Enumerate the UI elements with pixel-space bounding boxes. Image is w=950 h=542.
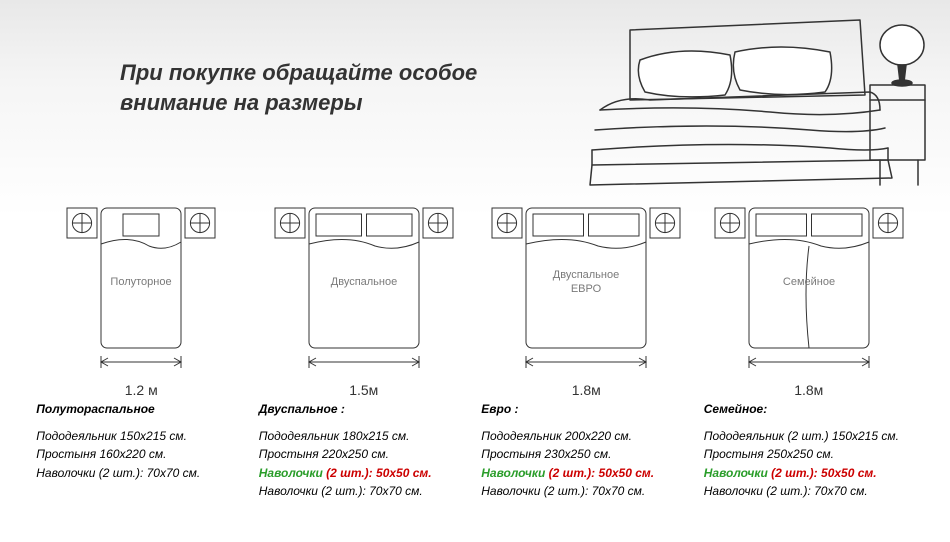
spec-text: (2 шт.): (549, 466, 599, 480)
spec-title: Семейное: (704, 400, 914, 419)
spec-text: Наволочки (259, 466, 326, 480)
bed-width-label: 1.8м (572, 382, 601, 398)
spec-text: (2 шт.): (771, 466, 821, 480)
spec-text: 50х50 см. (376, 466, 432, 480)
svg-text:Семейное: Семейное (783, 276, 835, 288)
spec-text: Наволочки (2 шт.): 70х70 см. (481, 484, 645, 498)
specs-row: Полутораспальное Пододеяльник 150х215 см.… (0, 400, 950, 501)
bed-sketch-illustration (570, 0, 950, 200)
bed-diagram: Семейное (704, 200, 914, 380)
spec-line: Простыня 250х250 см. (704, 445, 914, 464)
bed-column: Полуторное 1.2 м (36, 200, 246, 398)
svg-text:Двуспальное: Двуспальное (553, 269, 619, 281)
bed-width-label: 1.8м (794, 382, 823, 398)
bed-column: Двуспальное ЕВРО 1.8м (481, 200, 691, 398)
spec-line: Пододеяльник 180х215 см. (259, 427, 469, 446)
spec-line: Наволочки (2 шт.): 50х50 см. (259, 464, 469, 483)
spec-text: Простыня 160х220 см. (36, 447, 166, 461)
svg-text:Двуспальное: Двуспальное (331, 276, 397, 288)
bed-width-label: 1.5м (349, 382, 378, 398)
spec-text: Простыня 250х250 см. (704, 447, 834, 461)
bed-width-label: 1.2 м (125, 382, 158, 398)
spec-column: Двуспальное : Пододеяльник 180х215 см. Про… (259, 400, 469, 501)
spec-text: Простыня 230х250 см. (481, 447, 611, 461)
spec-line: Наволочки (2 шт.): 50х50 см. (704, 464, 914, 483)
svg-text:Полуторное: Полуторное (111, 276, 172, 288)
hero-title: При покупке обращайте особое внимание на… (120, 58, 477, 117)
spec-text: Наволочки (704, 466, 771, 480)
spec-line: Простыня 230х250 см. (481, 445, 691, 464)
bed-diagram: Двуспальное ЕВРО (481, 200, 691, 380)
bed-column: Двуспальное 1.5м (259, 200, 469, 398)
spec-column: Евро : Пододеяльник 200х220 см. Простыня 2… (481, 400, 691, 501)
spec-line: Наволочки (2 шт.): 70х70 см. (704, 482, 914, 501)
svg-text:ЕВРО: ЕВРО (571, 283, 602, 295)
bed-diagram: Полуторное (36, 200, 246, 380)
spec-text: Наволочки (2 шт.): 70х70 см. (704, 484, 868, 498)
spec-column: Семейное: Пододеяльник (2 шт.) 150х215 см… (704, 400, 914, 501)
spec-line: Наволочки (2 шт.): 70х70 см. (481, 482, 691, 501)
spec-text: Пододеяльник 150х215 см. (36, 429, 187, 443)
hero-title-line2: внимание на размеры (120, 90, 363, 115)
spec-text: Наволочки (2 шт.): 70х70 см. (36, 466, 200, 480)
hero-title-line1: При покупке обращайте особое (120, 60, 477, 85)
spec-title: Евро : (481, 400, 691, 419)
spec-text: Простыня 220х250 см. (259, 447, 389, 461)
spec-line: Пододеяльник 200х220 см. (481, 427, 691, 446)
bed-diagrams-row: Полуторное 1.2 м Двуспальное 1.5м (0, 200, 950, 398)
bed-diagram: Двуспальное (259, 200, 469, 380)
spec-text: Наволочки (481, 466, 548, 480)
spec-text: 50х50 см. (821, 466, 877, 480)
spec-title: Полутораспальное (36, 400, 246, 419)
spec-text: 50х50 см. (599, 466, 655, 480)
bed-column: Семейное 1.8м (704, 200, 914, 398)
spec-line: Простыня 160х220 см. (36, 445, 246, 464)
spec-title: Двуспальное : (259, 400, 469, 419)
spec-column: Полутораспальное Пододеяльник 150х215 см.… (36, 400, 246, 501)
spec-text: Пододеяльник 180х215 см. (259, 429, 410, 443)
spec-text: (2 шт.): (326, 466, 376, 480)
spec-text: Пододеяльник (2 шт.) 150х215 см. (704, 429, 899, 443)
spec-line: Наволочки (2 шт.): 70х70 см. (36, 464, 246, 483)
spec-line: Простыня 220х250 см. (259, 445, 469, 464)
spec-line: Наволочки (2 шт.): 50х50 см. (481, 464, 691, 483)
spec-text: Наволочки (2 шт.): 70х70 см. (259, 484, 423, 498)
spec-line: Пододеяльник (2 шт.) 150х215 см. (704, 427, 914, 446)
spec-text: Пододеяльник 200х220 см. (481, 429, 632, 443)
spec-line: Наволочки (2 шт.): 70х70 см. (259, 482, 469, 501)
spec-line: Пододеяльник 150х215 см. (36, 427, 246, 446)
